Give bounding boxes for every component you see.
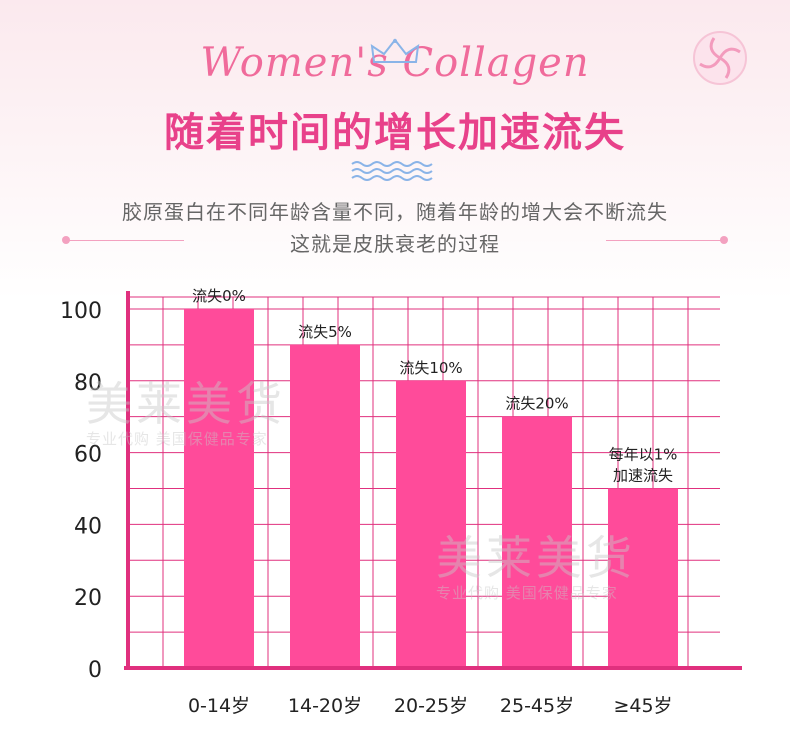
- y-tick-label: 20: [74, 586, 102, 611]
- x-tick-label: 25-45岁: [500, 695, 574, 717]
- x-tick-label: 14-20岁: [288, 695, 362, 717]
- bar: [290, 344, 360, 668]
- description-line-1: 胶原蛋白在不同年龄含量不同，随着年龄的增大会不断流失: [122, 200, 668, 224]
- swirl-logo-icon: [693, 31, 747, 85]
- decoration-line-right: [606, 240, 724, 241]
- x-tick-label: 20-25岁: [394, 695, 468, 717]
- y-tick-label: 100: [60, 299, 102, 324]
- bar: [608, 488, 678, 668]
- main-title: 随着时间的增长加速流失: [164, 110, 626, 156]
- decoration-line-left: [66, 240, 184, 241]
- data-label: 流失5%: [298, 323, 352, 341]
- description-line-2: 这就是皮肤衰老的过程: [290, 232, 500, 256]
- x-tick-label: 0-14岁: [188, 695, 250, 717]
- data-label: 加速流失: [613, 466, 673, 484]
- y-tick-label: 60: [74, 443, 102, 468]
- y-tick-label: 40: [74, 514, 102, 539]
- data-label: 流失10%: [399, 359, 462, 377]
- bar: [502, 416, 572, 668]
- bar: [396, 380, 466, 668]
- data-label: 流失0%: [192, 287, 246, 305]
- data-label: 每年以1%: [609, 445, 678, 463]
- decoration-dot-right: [720, 236, 728, 244]
- wave-decoration-icon: [351, 161, 433, 181]
- y-tick-label: 80: [74, 371, 102, 396]
- crown-icon: [370, 38, 420, 63]
- bar: [184, 308, 254, 668]
- x-tick-label: ≥45岁: [613, 695, 672, 717]
- y-tick-label: 0: [88, 658, 102, 683]
- data-label: 流失20%: [505, 395, 568, 413]
